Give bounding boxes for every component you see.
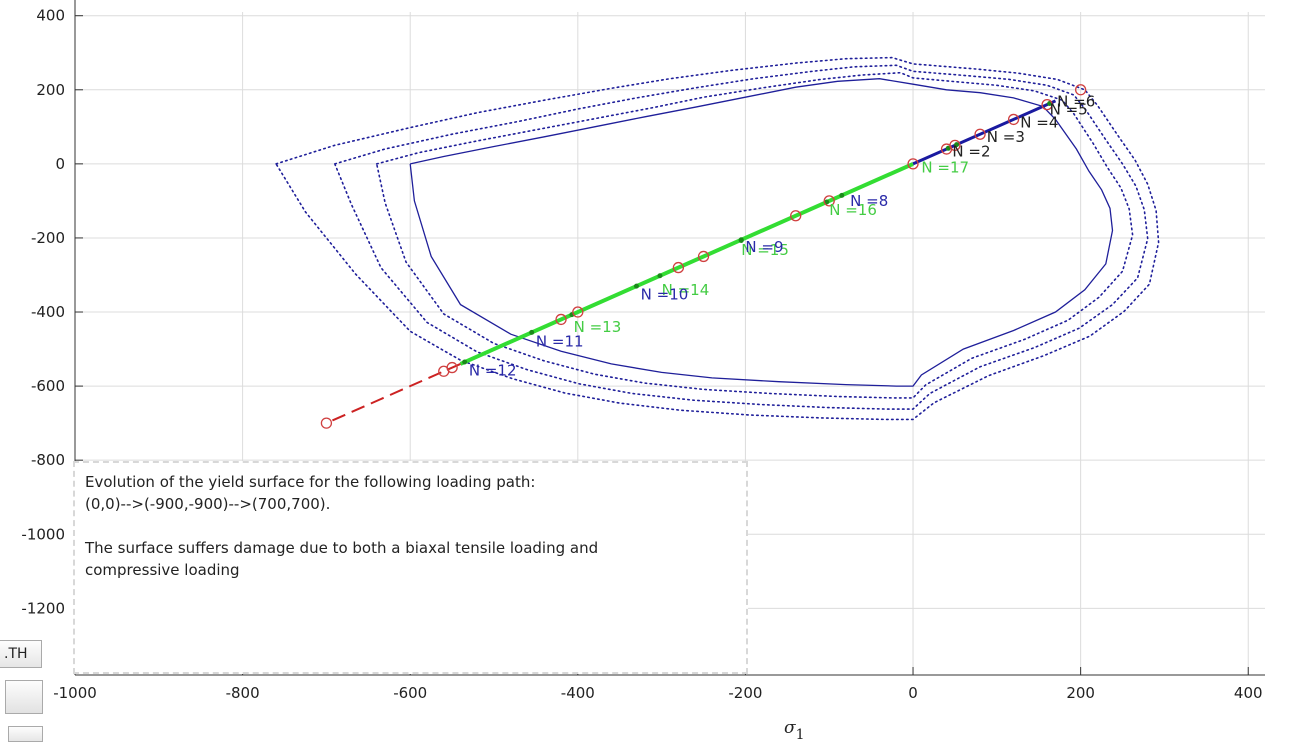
point-dot [529,329,535,335]
annotation-box: Evolution of the yield surface for the f… [73,461,748,674]
point-marker [572,306,584,318]
point-label: N =5 [1050,100,1088,118]
x-tick-label: -1000 [53,684,97,702]
point-marker [823,195,835,207]
x-tick-label: -600 [393,684,427,702]
point-label: N =16 [829,201,877,219]
point-dot [954,142,960,148]
series-line-1 [375,71,1134,399]
point-marker [438,365,450,377]
x-tick-label: -200 [728,684,762,702]
point-marker [940,143,953,155]
y-tick-label: -1200 [21,599,65,617]
x-tick-label: -400 [561,684,595,702]
point-dot [839,192,845,198]
x-axis-label: σ1 [784,718,805,742]
point-marker [974,128,986,140]
x-tick-label: 200 [1066,684,1095,702]
annotation-line-4: compressive loading [85,561,240,579]
point-marker [790,210,802,222]
blank-button[interactable] [5,680,43,714]
point-marker [697,250,710,263]
x-axis-label-subscript: 1 [796,727,805,742]
y-tick-label: -400 [31,303,65,321]
point-dot [462,359,468,365]
y-tick-label: 0 [55,155,65,173]
point-marker [555,313,567,326]
point-dot [657,273,663,279]
point-dot [633,283,639,289]
x-axis-label-symbol: σ [784,718,796,738]
series-line-3 [275,56,1160,421]
point-marker [1074,84,1087,96]
point-label: N =13 [574,318,622,336]
x-tick-label: -800 [226,684,260,702]
y-tick-label: -1000 [21,525,65,543]
annotation-line-1: Evolution of the yield surface for the f… [85,473,536,491]
x-tick-labels: -1000 -800 -600 -400 -200 0 200 400 [53,684,1262,702]
y-tick-label: -600 [31,377,65,395]
y-tick-label: 400 [36,7,65,25]
point-label: N =8 [850,192,888,210]
x-tick-label: 400 [1234,684,1263,702]
y-tick-label: -200 [31,229,65,247]
annotation-line-2: (0,0)-->(-900,-900)-->(700,700). [85,495,331,513]
y-tick-label: -800 [31,451,65,469]
point-label: N =9 [745,238,783,256]
point-marker [1007,113,1020,126]
point-dot [945,145,951,151]
point-label: N =3 [987,128,1025,146]
path-button[interactable]: .TH [0,640,42,668]
point-label: N =11 [536,333,584,351]
point-label: N =17 [921,159,969,177]
y-tick-label: 200 [36,81,65,99]
x-tick-label: 0 [908,684,918,702]
point-label-group: N =6N =5N =4N =3N =2N =17N =16N =8N =15N… [469,93,1095,380]
series-line-2 [334,64,1149,410]
annotation-text: Evolution of the yield surface for the f… [85,471,735,581]
point-label: N =2 [952,143,990,161]
point-dot [738,238,744,244]
point-label: N =14 [662,281,710,299]
point-label: N =12 [469,362,517,380]
point-label: N =10 [641,286,689,304]
series-line-5 [459,162,914,366]
series-line-0 [409,78,1114,387]
point-marker [320,417,333,429]
annotation-line-3: The surface suffers damage due to both a… [85,539,599,557]
point-marker [907,158,919,170]
point-label: N =4 [1020,113,1058,131]
series-line-6 [325,362,461,425]
blank-button-2[interactable] [8,726,43,742]
point-marker [672,261,685,274]
point-marker [1041,98,1053,111]
marker-group [320,84,1087,429]
y-tick-labels: 400 200 0 -200 -400 -600 -800 -1000 -1200 [21,7,65,618]
point-label: N =15 [741,241,789,259]
point-label: N =6 [1057,93,1095,111]
